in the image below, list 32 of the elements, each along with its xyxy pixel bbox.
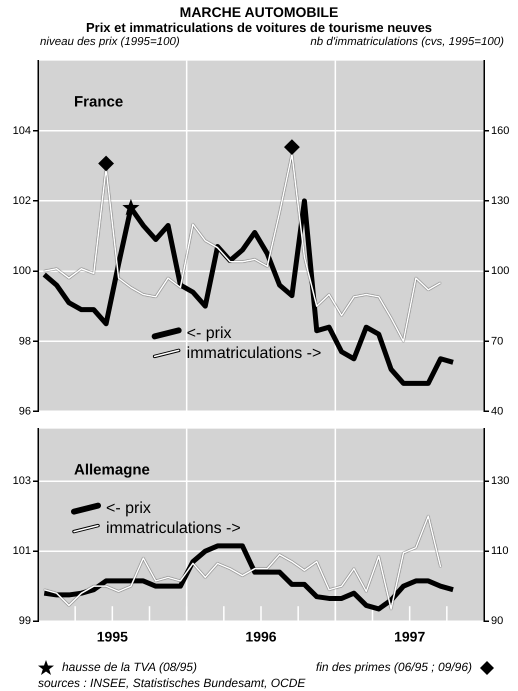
x-tick-label: 1997: [394, 628, 426, 644]
x-tick-label: 1996: [245, 628, 277, 644]
y-tick-label: 104: [12, 124, 31, 137]
y2-tick-label: 160: [491, 124, 510, 137]
y-tick-label: 103: [12, 475, 31, 488]
annotation: France: [74, 94, 124, 111]
y-tick-label: 96: [18, 405, 31, 418]
text: fin des primes (06/95 ; 09/96): [316, 660, 472, 674]
x-tick-label: 1995: [96, 628, 128, 644]
y2-tick-label: 70: [491, 335, 504, 348]
y-axis-title: niveau des prix (1995=100): [40, 36, 180, 48]
y-tick-label: 99: [18, 615, 31, 628]
text: hausse de la TVA (08/95): [62, 660, 197, 674]
legend-label: immatriculations ->: [186, 344, 322, 362]
y-tick-label: 101: [12, 545, 31, 558]
y-tick-label: 100: [12, 265, 31, 278]
legend-label: immatriculations ->: [106, 520, 241, 538]
y2-tick-label: 130: [491, 194, 510, 207]
y-tick-label: 102: [12, 194, 31, 207]
y2-axis-title: nb d'immatriculations (cvs, 1995=100): [310, 36, 504, 48]
legend-label: <- prix: [186, 324, 232, 342]
y2-tick-label: 130: [491, 475, 510, 488]
chart-title: MARCHE AUTOMOBILE: [178, 4, 340, 20]
legend-label: <- prix: [106, 500, 151, 518]
y2-tick-label: 100: [491, 265, 510, 278]
source-note: sources : INSEE, Statistisches Bundesamt, OCDE: [38, 676, 306, 690]
y2-tick-label: 110: [491, 545, 509, 558]
y-tick-label: 98: [18, 335, 31, 348]
y2-tick-label: 90: [491, 615, 504, 628]
annotation: Allemagne: [74, 462, 150, 479]
chart-subtitle: Prix et immatriculations de voitures de tourisme neuves: [84, 20, 434, 35]
y2-tick-label: 40: [491, 405, 504, 418]
